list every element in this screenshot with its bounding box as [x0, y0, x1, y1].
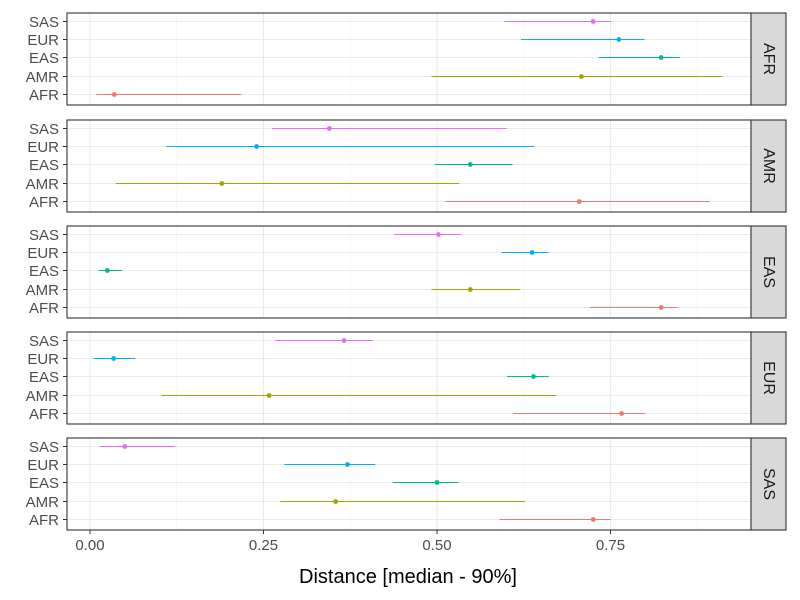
y-tick-label: SAS — [29, 14, 59, 31]
median-point-amr-eas — [467, 162, 473, 167]
x-axis: 0.00 0.25 0.50 0.75 — [75, 530, 625, 554]
y-tick-label: EUR — [27, 457, 59, 474]
median-point-eur-amr — [266, 393, 272, 398]
x-axis-title: Distance [median - 90%] — [299, 566, 517, 588]
y-tick-label: SAS — [29, 121, 59, 138]
y-tick-label: AMR — [26, 69, 60, 86]
y-tick-label: AMR — [26, 388, 60, 405]
y-tick-label: SAS — [29, 439, 59, 456]
facet-strip-label: EAS — [760, 256, 777, 288]
y-tick-label: EAS — [29, 50, 59, 67]
facet-strip — [750, 12, 787, 106]
median-point-eur-sas — [341, 338, 347, 343]
median-point-afr-sas — [590, 19, 596, 24]
median-point-eur-eur — [111, 356, 116, 361]
y-tick-label: AFR — [29, 406, 59, 423]
median-point-afr-eas — [658, 55, 664, 60]
median-point-eur-eas — [531, 374, 536, 379]
facet-strip — [750, 331, 787, 425]
y-tick-label: SAS — [29, 227, 59, 244]
y-tick-label: EAS — [29, 157, 59, 174]
median-point-afr-eur — [616, 37, 622, 42]
median-point-sas-eur — [345, 462, 350, 467]
median-point-eas-sas — [435, 232, 441, 237]
median-point-amr-afr — [576, 199, 582, 204]
facet-strip — [750, 119, 787, 213]
median-point-eas-amr — [467, 287, 473, 292]
y-tick-label: AFR — [29, 512, 59, 529]
y-tick-label: AMR — [26, 282, 60, 299]
median-point-sas-amr — [333, 499, 339, 504]
y-tick-label: EUR — [27, 32, 59, 49]
median-point-eas-eas — [104, 268, 110, 273]
median-point-sas-eas — [434, 480, 440, 485]
panel-background — [67, 332, 751, 424]
y-tick-label: EAS — [29, 369, 59, 386]
facet-strip — [750, 225, 787, 319]
median-point-afr-afr — [111, 92, 117, 97]
median-point-eas-afr — [658, 305, 664, 310]
median-point-amr-sas — [327, 126, 332, 131]
y-tick-label: EUR — [27, 139, 59, 156]
median-point-amr-eur — [254, 144, 259, 149]
facet-strip-label: AFR — [760, 43, 777, 75]
median-point-amr-amr — [219, 181, 225, 186]
y-tick-label: AMR — [26, 176, 60, 193]
x-tick-label: 0.50 — [422, 537, 451, 554]
median-point-sas-sas — [122, 444, 128, 449]
facet-strip — [750, 437, 787, 531]
y-tick-label: AFR — [29, 194, 59, 211]
panels-layer: SASEUREASAMRAFRAFRSASEUREASAMRAFRAMRSASE… — [26, 12, 787, 531]
panel-background — [67, 120, 751, 212]
facet-strip-label: AMR — [760, 148, 777, 184]
facet-strip-label: SAS — [760, 468, 777, 500]
panel-background — [67, 438, 751, 530]
panel-background — [67, 226, 751, 318]
y-tick-label: AFR — [29, 87, 59, 104]
panel-background — [67, 13, 751, 105]
median-point-sas-afr — [590, 517, 596, 522]
y-tick-label: EUR — [27, 245, 59, 262]
median-point-eur-afr — [619, 411, 625, 416]
median-point-afr-amr — [578, 74, 584, 79]
y-tick-label: SAS — [29, 333, 59, 350]
x-tick-label: 0.00 — [75, 537, 104, 554]
y-tick-label: AFR — [29, 300, 59, 317]
x-tick-label: 0.25 — [249, 537, 278, 554]
y-tick-label: EAS — [29, 475, 59, 492]
median-point-eas-eur — [529, 250, 535, 255]
y-tick-label: EAS — [29, 263, 59, 280]
y-tick-label: AMR — [26, 494, 60, 511]
y-tick-label: EUR — [27, 351, 59, 368]
x-tick-label: 0.75 — [596, 537, 625, 554]
facet-strip-label: EUR — [760, 361, 777, 395]
